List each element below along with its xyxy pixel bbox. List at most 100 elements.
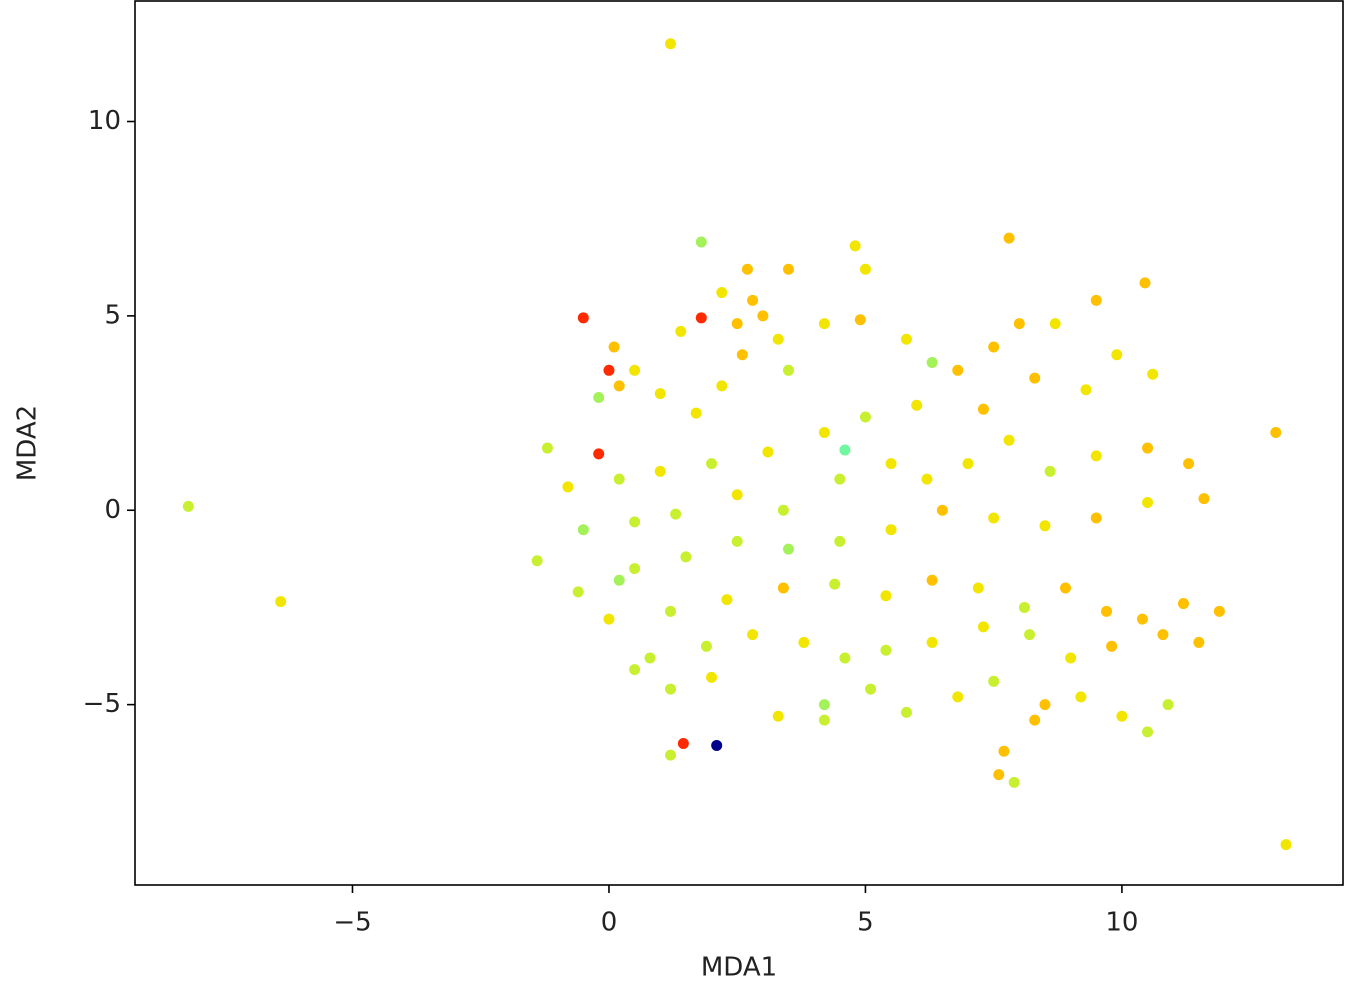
point: [1142, 496, 1154, 508]
point: [818, 714, 830, 726]
point: [900, 333, 912, 345]
point: [1280, 839, 1292, 851]
point: [829, 578, 841, 590]
point: [962, 458, 974, 470]
point: [665, 749, 677, 761]
point: [1090, 450, 1102, 462]
point: [711, 739, 723, 751]
point: [880, 644, 892, 656]
point: [644, 652, 656, 664]
point: [972, 582, 984, 594]
x-tick-label: 0: [601, 908, 618, 938]
point: [1039, 699, 1051, 711]
point: [921, 473, 933, 485]
point: [675, 325, 687, 337]
point: [603, 613, 615, 625]
y-tick-label: −5: [83, 689, 121, 719]
point: [665, 605, 677, 617]
point: [531, 555, 543, 567]
point: [977, 403, 989, 415]
point: [1049, 318, 1061, 330]
point: [1106, 640, 1118, 652]
point: [1193, 636, 1205, 648]
point: [1213, 605, 1225, 617]
point: [731, 535, 743, 547]
point: [700, 640, 712, 652]
point: [706, 458, 718, 470]
point: [900, 706, 912, 718]
point: [665, 38, 677, 50]
point: [716, 380, 728, 392]
point: [757, 310, 769, 322]
point: [670, 508, 682, 520]
point: [741, 263, 753, 275]
y-tick-label: 0: [104, 495, 121, 525]
point: [839, 444, 851, 456]
point: [988, 341, 1000, 353]
point: [608, 341, 620, 353]
point: [818, 699, 830, 711]
point: [1270, 427, 1282, 439]
point: [695, 236, 707, 248]
y-tick-label: 5: [104, 300, 121, 330]
point: [1044, 465, 1056, 477]
point: [782, 543, 794, 555]
point: [885, 458, 897, 470]
point: [1090, 294, 1102, 306]
point: [1024, 629, 1036, 641]
point: [677, 737, 689, 749]
point: [880, 590, 892, 602]
point: [772, 333, 784, 345]
point: [577, 524, 589, 536]
x-axis-label: MDA1: [701, 953, 777, 983]
point: [747, 294, 759, 306]
point: [1059, 582, 1071, 594]
point: [1018, 601, 1030, 613]
point: [834, 473, 846, 485]
point: [782, 263, 794, 275]
x-tick-label: 5: [857, 908, 874, 938]
point: [1136, 613, 1148, 625]
point: [603, 364, 615, 376]
point: [762, 446, 774, 458]
plot-frame: [134, 0, 1344, 886]
point: [1116, 710, 1128, 722]
point: [1142, 726, 1154, 738]
point: [777, 504, 789, 516]
point: [695, 312, 707, 324]
point: [1039, 520, 1051, 532]
point: [654, 465, 666, 477]
point: [988, 512, 1000, 524]
point: [854, 314, 866, 326]
point: [613, 380, 625, 392]
point: [1177, 598, 1189, 610]
point: [818, 318, 830, 330]
point: [716, 287, 728, 299]
point: [593, 392, 605, 404]
point: [839, 652, 851, 664]
point: [1183, 458, 1195, 470]
point: [1029, 714, 1041, 726]
point: [731, 489, 743, 501]
point: [665, 683, 677, 695]
point: [1198, 493, 1210, 505]
point: [747, 629, 759, 641]
point: [680, 551, 692, 563]
point: [977, 621, 989, 633]
point: [577, 312, 589, 324]
point: [952, 691, 964, 703]
point: [1090, 512, 1102, 524]
point: [706, 671, 718, 683]
point: [572, 586, 584, 598]
point: [1008, 776, 1020, 788]
point: [988, 675, 1000, 687]
point: [593, 448, 605, 460]
point: [1065, 652, 1077, 664]
point: [936, 504, 948, 516]
x-tick-label: 10: [1105, 908, 1138, 938]
point: [1157, 629, 1169, 641]
point: [926, 357, 938, 369]
point: [926, 574, 938, 586]
point: [629, 364, 641, 376]
